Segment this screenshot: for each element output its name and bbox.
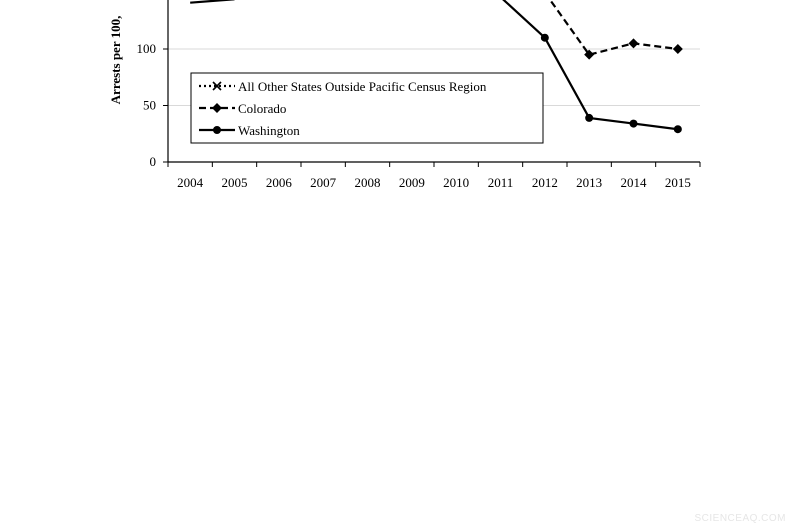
data-point-colorado-2013	[584, 49, 595, 60]
legend-box	[190, 72, 544, 144]
series-line-colorado-0	[548, 0, 678, 56]
legend-swatch-marker-washington	[213, 126, 221, 134]
series-colorado	[548, 0, 683, 60]
y-tick-label-0: 0	[150, 154, 157, 169]
legend-label-colorado: Colorado	[238, 101, 286, 116]
y-tick-label-100: 100	[137, 41, 157, 56]
legend: All Other States Outside Pacific Census …	[190, 72, 544, 144]
data-point-colorado-2014	[628, 38, 639, 49]
legend-swatch-marker-all-other-states-outside-pacific-census-region-b	[212, 81, 222, 91]
axes: 0 50 100 2004 2005 2006 2007 2008 2009 2010 2011 20…	[137, 0, 701, 190]
x-tick-label-2011: 2011	[488, 175, 514, 190]
y-tick-label-50: 50	[143, 98, 156, 113]
x-tick-label-2009: 2009	[399, 175, 425, 190]
data-point-washington-2012	[540, 33, 549, 42]
data-point-washington-2015	[673, 125, 682, 134]
data-point-washington-2013	[585, 113, 594, 122]
series-line-washington-0	[190, 0, 235, 4]
legend-swatch-marker-colorado	[212, 103, 222, 113]
x-tick-label-2005: 2005	[222, 175, 248, 190]
x-tick-label-2010: 2010	[443, 175, 469, 190]
x-tick-label-2007: 2007	[310, 175, 337, 190]
y-axis-title: Arrests per 100,	[108, 16, 123, 105]
x-tick-label-2013: 2013	[576, 175, 602, 190]
x-tick-label-2004: 2004	[177, 175, 204, 190]
watermark-text: SCIENCEAQ.COM	[694, 513, 786, 524]
data-point-washington-2014	[629, 119, 638, 128]
series-lines	[190, 0, 683, 134]
data-point-colorado-2015	[672, 44, 683, 54]
x-tick-label-2012: 2012	[532, 175, 558, 190]
x-tick-label-2006: 2006	[266, 175, 293, 190]
x-tick-label-2014: 2014	[621, 175, 648, 190]
x-tick-label-2008: 2008	[355, 175, 381, 190]
legend-swatch-marker-all-other-states-outside-pacific-census-region	[212, 81, 222, 91]
legend-label-all-other-states-outside-pacific-census-region: All Other States Outside Pacific Census …	[238, 79, 487, 94]
series-washington	[190, 0, 682, 134]
legend-label-washington: Washington	[238, 123, 300, 138]
x-tick-label-2015: 2015	[665, 175, 691, 190]
